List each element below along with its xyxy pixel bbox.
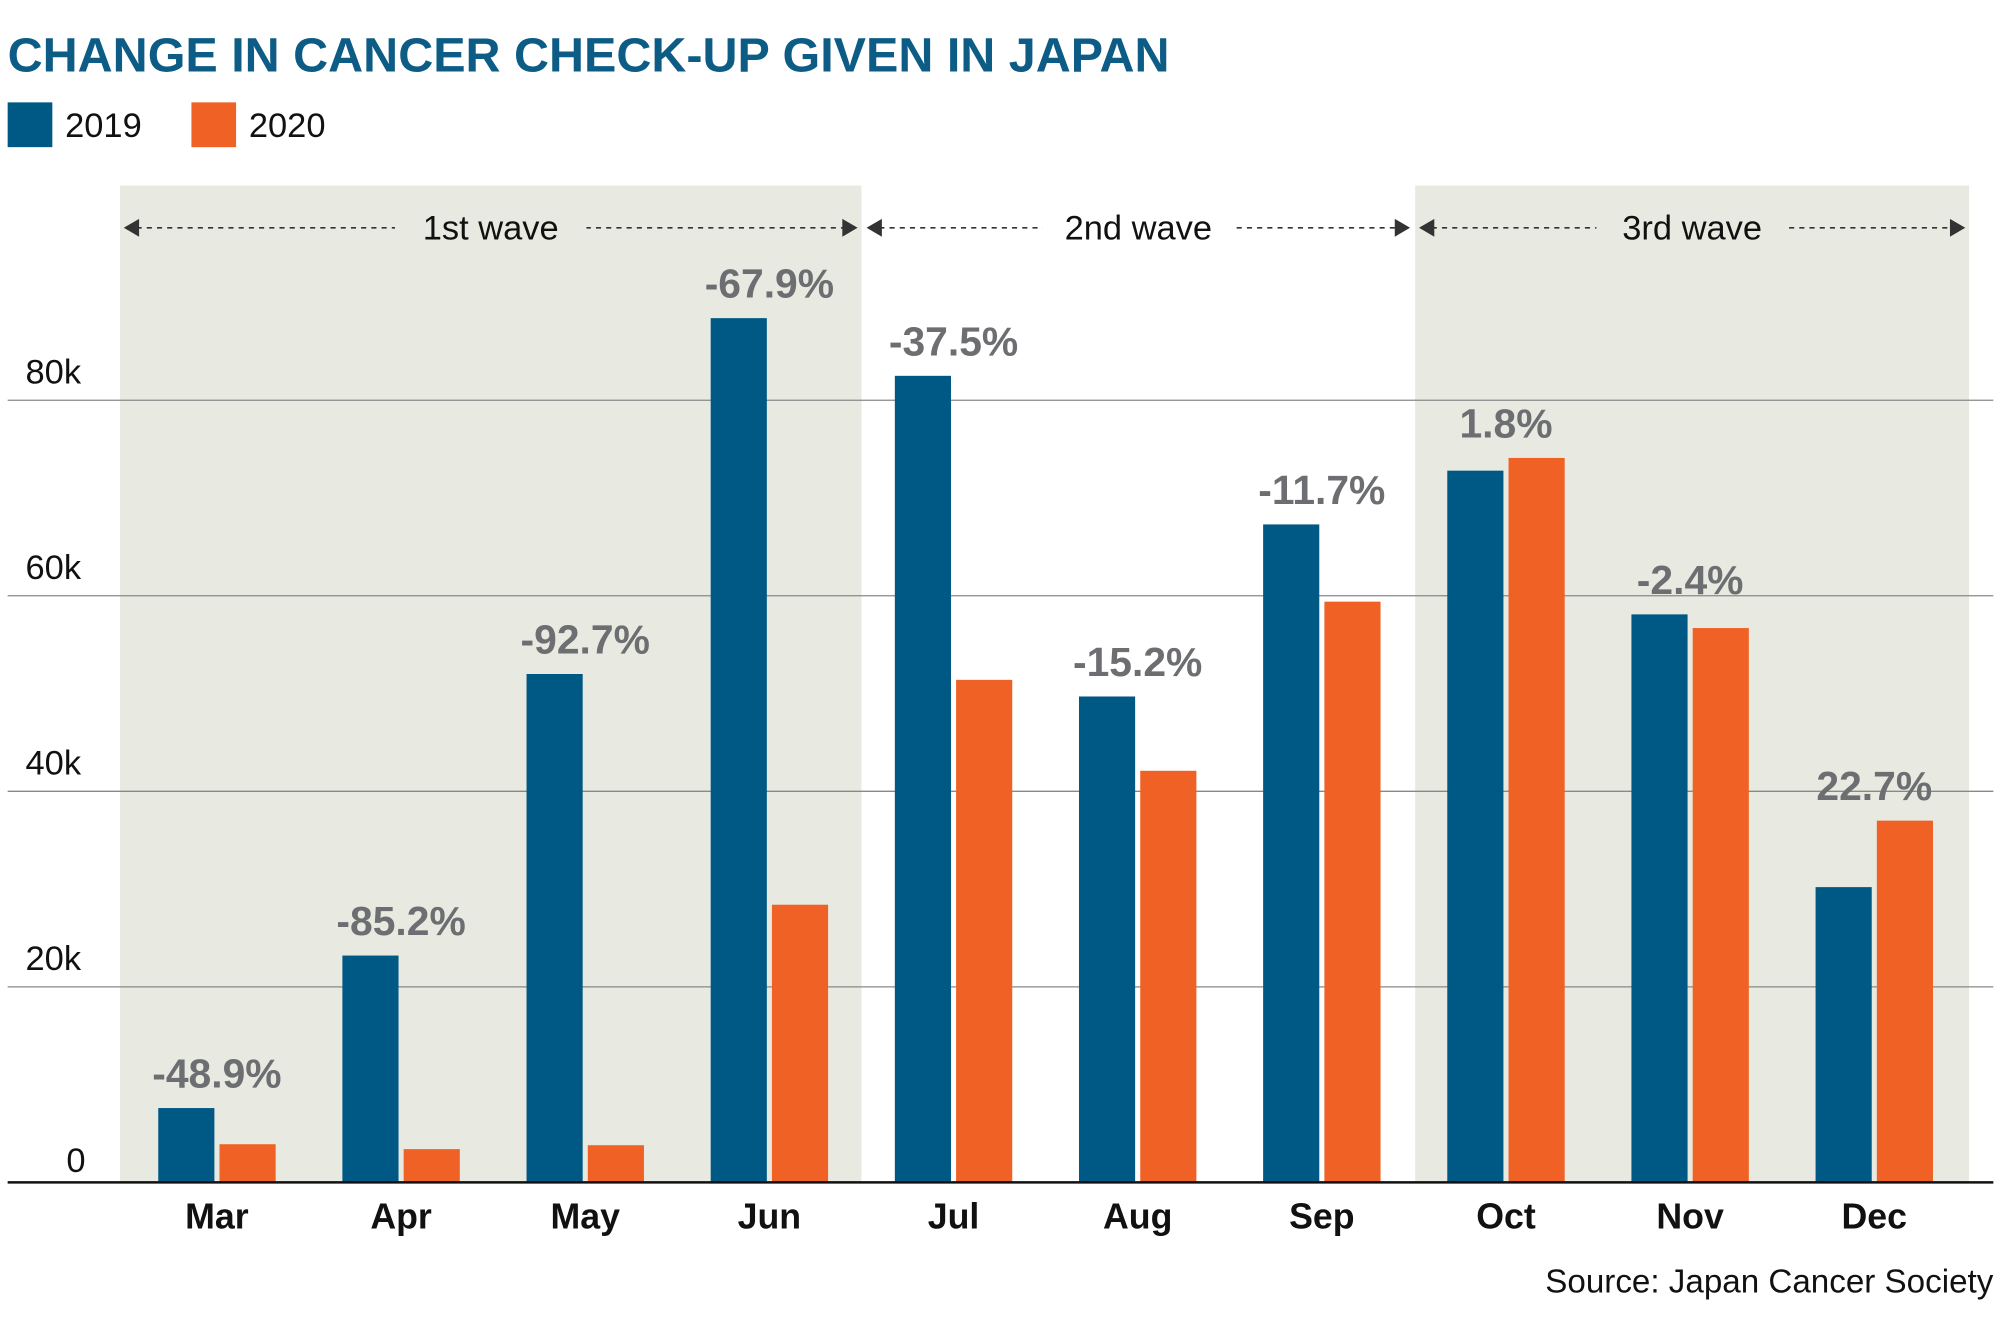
y-tick-label: 60k bbox=[26, 549, 82, 587]
x-tick-label-Jun: Jun bbox=[738, 1196, 802, 1236]
bar-2020-May bbox=[587, 1145, 644, 1183]
bar-2020-Sep bbox=[1324, 601, 1381, 1183]
source-note: Source: Japan Cancer Society bbox=[1545, 1263, 1993, 1300]
legend: 2019 2020 bbox=[7, 102, 326, 148]
x-tick-label-Sep: Sep bbox=[1289, 1196, 1355, 1236]
y-tick-label: 40k bbox=[26, 745, 82, 783]
legend-label-2019: 2019 bbox=[65, 107, 142, 145]
x-tick-label-Apr: Apr bbox=[370, 1196, 432, 1236]
wave-label: 2nd wave bbox=[1065, 209, 1212, 247]
wave-label-bg bbox=[1042, 204, 1235, 251]
bar-2020-Apr bbox=[403, 1149, 460, 1183]
change-label-May: -92.7% bbox=[521, 616, 650, 662]
bar-2019-May bbox=[526, 673, 583, 1183]
wave-band-3 bbox=[1415, 185, 1970, 1183]
change-label-Aug: -15.2% bbox=[1073, 639, 1202, 685]
bar-2020-Mar bbox=[219, 1144, 276, 1183]
bar-2019-Apr bbox=[342, 955, 399, 1183]
arrow-left-icon bbox=[1419, 218, 1435, 237]
change-label-Sep: -11.7% bbox=[1258, 467, 1385, 513]
arrow-right-icon bbox=[842, 218, 858, 237]
wave-label: 3rd wave bbox=[1622, 209, 1762, 247]
wave-label-bg bbox=[1596, 204, 1788, 251]
bar-2019-Mar bbox=[158, 1108, 215, 1183]
legend-swatch-2019 bbox=[7, 102, 53, 148]
bar-2020-Dec bbox=[1876, 820, 1933, 1183]
bar-2019-Oct bbox=[1447, 470, 1504, 1183]
bar-2019-Nov bbox=[1631, 614, 1688, 1183]
change-label-Dec: 22.7% bbox=[1816, 763, 1932, 809]
change-label-Oct: 1.8% bbox=[1459, 400, 1552, 446]
bar-2019-Jul bbox=[894, 375, 951, 1183]
bar-2020-Jun bbox=[771, 904, 829, 1183]
bar-2020-Aug bbox=[1140, 770, 1197, 1183]
bar-2019-Aug bbox=[1078, 696, 1136, 1183]
x-tick-label-Dec: Dec bbox=[1842, 1196, 1908, 1236]
x-tick-label-Mar: Mar bbox=[185, 1196, 249, 1236]
y-tick-label: 80k bbox=[26, 354, 82, 392]
y-tick-label: 20k bbox=[26, 940, 82, 978]
bar-2020-Oct bbox=[1508, 457, 1565, 1183]
legend-label-2020: 2020 bbox=[249, 107, 326, 145]
x-tick-label-May: May bbox=[550, 1196, 620, 1236]
x-tick-label-Nov: Nov bbox=[1656, 1196, 1724, 1236]
bar-2019-Jun bbox=[710, 318, 767, 1183]
x-tick-label-Aug: Aug bbox=[1103, 1196, 1172, 1236]
y-tick-label: 0 bbox=[66, 1142, 85, 1180]
arrow-right-icon bbox=[1949, 218, 1966, 237]
labels: 0 20k 40k 60k 80k -48.9% Mar -85.2% Apr -92.7% May… bbox=[26, 261, 1933, 1237]
arrow-left-icon bbox=[123, 218, 140, 237]
change-label-Mar: -48.9% bbox=[152, 1051, 281, 1097]
change-label-Nov: -2.4% bbox=[1637, 557, 1744, 603]
legend-swatch-2020 bbox=[191, 102, 237, 148]
x-tick-label-Oct: Oct bbox=[1476, 1196, 1536, 1236]
change-label-Apr: -85.2% bbox=[336, 898, 465, 944]
chart-title: CHANGE IN CANCER CHECK-UP GIVEN IN JAPAN bbox=[8, 29, 1170, 83]
bar-2019-Sep bbox=[1263, 524, 1320, 1183]
wave-label-bg bbox=[394, 204, 587, 251]
bar-2020-Jul bbox=[956, 679, 1013, 1183]
bars bbox=[158, 318, 1933, 1183]
bar-2020-Nov bbox=[1692, 628, 1749, 1183]
wave-annotations: 1st wave 2nd wave 3rd wave bbox=[123, 204, 1966, 251]
arrow-left-icon bbox=[866, 218, 882, 237]
x-tick-label-Jul: Jul bbox=[928, 1196, 980, 1236]
change-label-Jul: -37.5% bbox=[889, 318, 1018, 364]
arrow-right-icon bbox=[1394, 218, 1411, 237]
bar-2019-Dec bbox=[1815, 887, 1872, 1183]
wave-label: 1st wave bbox=[423, 209, 559, 247]
change-label-Jun: -67.9% bbox=[705, 261, 834, 307]
